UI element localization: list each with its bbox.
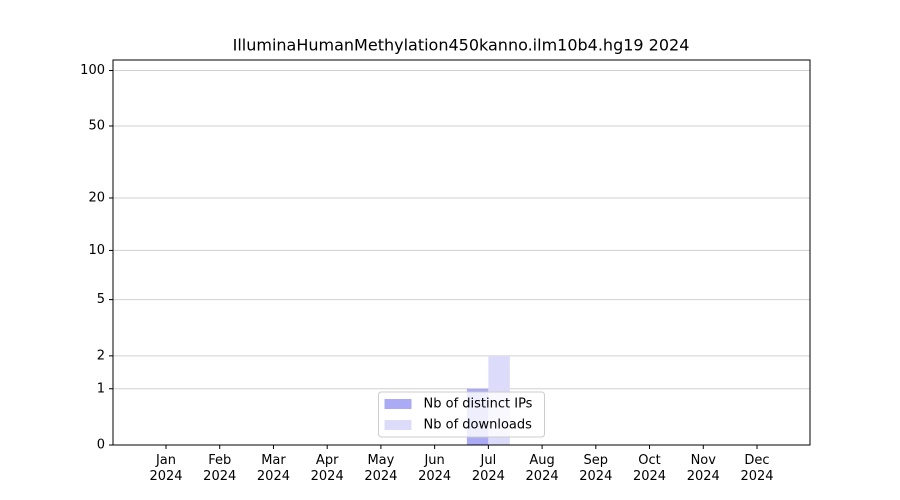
y-tick-label: 50 <box>88 118 105 133</box>
x-tick-label: Aug 2024 <box>525 453 559 484</box>
legend-label: Nb of distinct IPs <box>424 397 533 412</box>
x-tick-label: Jul 2024 <box>471 453 505 484</box>
legend-swatch <box>384 399 412 409</box>
legend-label: Nb of downloads <box>424 418 533 433</box>
legend-swatch <box>384 420 412 430</box>
legend-box <box>378 391 545 438</box>
x-tick-label: Oct 2024 <box>632 453 667 484</box>
x-tick-label: Jun 2024 <box>418 453 452 484</box>
x-tick-label: Dec 2024 <box>740 453 774 484</box>
y-tick-label: 0 <box>97 438 105 453</box>
x-tick-label: Mar 2024 <box>256 453 290 484</box>
y-tick-label: 100 <box>80 63 105 78</box>
x-tick-label: Nov 2024 <box>686 453 720 484</box>
x-tick-label: Apr 2024 <box>310 453 344 484</box>
y-tick-label: 20 <box>88 190 105 205</box>
y-tick-label: 2 <box>97 348 105 363</box>
y-tick-label: 1 <box>97 381 105 396</box>
x-tick-label: May 2024 <box>364 453 398 484</box>
x-tick-label: Jan 2024 <box>149 453 183 484</box>
x-tick-label: Feb 2024 <box>203 453 237 484</box>
plot-frame <box>112 59 811 446</box>
chart-title: IlluminaHumanMethylation450kanno.ilm10b4… <box>233 36 690 55</box>
y-tick-label: 10 <box>88 243 105 258</box>
x-tick-label: Sep 2024 <box>579 453 613 484</box>
y-tick-label: 5 <box>97 292 105 307</box>
